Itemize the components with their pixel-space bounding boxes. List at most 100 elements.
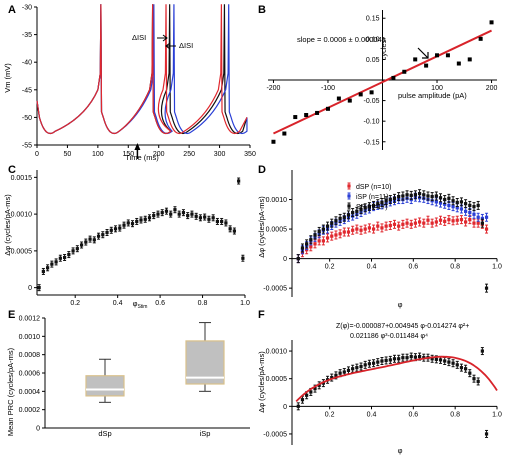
panel-d-point-red (376, 224, 380, 228)
panel-c-point (126, 221, 130, 225)
panel-f-point (409, 354, 413, 359)
panel-e-ylabel: Mean PRC (cycles/pA-ms) (6, 347, 15, 436)
panel-d-point-black (376, 202, 380, 206)
panel-d-point-red (430, 221, 434, 225)
panel-e-box-dSp (85, 375, 125, 397)
panel-b-point (424, 63, 429, 68)
panel-f-point (397, 357, 401, 361)
panel-f-ylabel: Δφ (cycles/pA-ms) (257, 351, 266, 413)
panel-f-point (484, 432, 489, 436)
panel-c-point (84, 240, 88, 244)
panel-b-point (293, 115, 298, 120)
panel-c-point (224, 221, 228, 225)
panel-e-cat-isp: iSp (200, 429, 211, 438)
panel-b-point (478, 36, 483, 41)
panel-c-point (50, 262, 54, 266)
panel-e-ytick-label: 0.0004 (19, 389, 41, 396)
panel-c-point (156, 212, 160, 216)
panel-d-point-black (330, 221, 334, 225)
panel-a-xtick-label: 350 (244, 151, 256, 158)
panel-d-point-red (484, 227, 489, 231)
panel-f-ytick-label: 0 (283, 404, 287, 411)
panel-d-point-black (371, 203, 376, 208)
panel-d-point-black (426, 194, 430, 198)
panel-b-ytick-label: 0.05 (366, 57, 380, 64)
panel-f-point (430, 357, 434, 361)
panel-d-point-black (325, 224, 330, 228)
panel-d-point-black (468, 203, 472, 208)
panel-d-point-blue (468, 210, 472, 215)
panel-d-xtick-label: 1.0 (492, 264, 502, 271)
panel-f-point (367, 362, 371, 366)
panel-d-point-black (447, 196, 451, 200)
panel-f-ytick-label: 0.0010 (266, 349, 288, 356)
panel-f-fit-curve (295, 355, 498, 403)
panel-c-point (101, 233, 105, 237)
panel-c-ytick-label: 0.0010 (11, 212, 33, 219)
panel-b-point (402, 69, 407, 74)
panel-f-point (392, 357, 397, 361)
panel-b-xtick-label: 200 (486, 85, 498, 92)
panel-c-point (92, 238, 96, 242)
panel-c-point (71, 249, 75, 253)
panel-b-point (358, 92, 363, 97)
panel-d-point-red (351, 228, 355, 232)
panel-d-point-blue (434, 200, 438, 204)
panel-d-point-red (367, 226, 371, 230)
panel-e-cat-dsp: dSp (98, 429, 111, 438)
panel-c-point (75, 247, 79, 251)
panel-d-point-blue (476, 215, 480, 219)
panel-label-b: B (258, 4, 266, 16)
panel-d-point-black (472, 205, 476, 209)
panel-e-boxplot: 0.0012 0.0010 0.0008 0.0006 0.0004 0.0002 0 (19, 316, 250, 433)
panel-c-point (37, 286, 41, 290)
panel-a-ytick-label: -55 (22, 143, 32, 150)
panel-f-xtick-label: 0.2 (325, 411, 335, 418)
panel-d-prc-groups: 0.0010 0.0005 0 -0.0005 0.2 0.4 0.6 0.8 1.0 (263, 170, 502, 297)
panel-d-xtick-label: 0.6 (408, 264, 418, 271)
panel-f-point (443, 359, 447, 363)
panel-c-point (198, 216, 203, 220)
panel-f-ytick-label: 0.0005 (266, 376, 288, 383)
panel-d-point-red (330, 234, 334, 238)
panel-b-xtick-label: 100 (431, 85, 443, 92)
panel-d-point-red (409, 222, 413, 226)
panel-b-point (456, 61, 461, 66)
panel-f-point (476, 379, 480, 384)
panel-d-point-red (346, 230, 351, 234)
panel-d-xtick-label: 0.2 (325, 264, 335, 271)
panel-d-point-red (413, 221, 418, 225)
panel-a-xtick-label: 300 (214, 151, 226, 158)
panel-a-trace-black (36, 4, 248, 135)
panel-c-xtick-label: 1.0 (240, 300, 250, 307)
panel-a-ylabel: Vm (mV) (3, 63, 12, 93)
panel-d-point-red (468, 218, 472, 222)
panel-f-point (296, 404, 300, 408)
panel-c-point (177, 212, 181, 216)
panel-b-point (271, 139, 276, 144)
panel-d-point-blue (443, 202, 447, 206)
panel-f-point (317, 383, 321, 387)
panel-d-point-black (430, 194, 434, 199)
panel-d-point-red (459, 218, 464, 222)
delta-isi-arrow-1 (157, 34, 168, 42)
panel-a-ytick-label: -35 (22, 32, 32, 39)
panel-b-xtick-label: -200 (266, 85, 280, 92)
panel-b-ylabel: cycles (379, 39, 388, 60)
panel-c-point (46, 266, 50, 270)
panel-e-ytick-label: 0.0008 (19, 352, 41, 359)
panel-d-point-red (359, 228, 363, 232)
panel-a-ytick-label: -40 (22, 60, 32, 67)
panel-f-point (384, 358, 388, 363)
panel-d-ytick-label: 0.0005 (266, 227, 288, 234)
panel-b-ytick-label: -0.05 (364, 98, 380, 105)
panel-d-point-black (438, 196, 443, 200)
panel-f-point (401, 356, 405, 360)
panel-d-point-blue (480, 216, 484, 221)
panel-f-point (434, 357, 438, 361)
panel-f-xtick-label: 1.0 (492, 411, 502, 418)
panel-b-point (304, 113, 309, 117)
panel-d-point-red (397, 224, 401, 228)
panel-d-point-black (422, 193, 426, 197)
panel-d-point-black (397, 194, 401, 199)
